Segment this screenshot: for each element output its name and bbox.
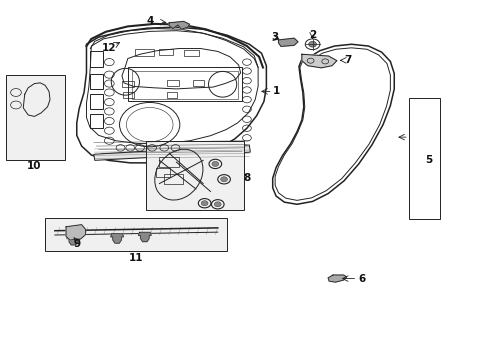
Bar <box>166 80 179 86</box>
Bar <box>127 67 242 102</box>
Bar <box>164 174 183 184</box>
Text: 6: 6 <box>358 274 365 284</box>
Text: 4: 4 <box>147 17 154 26</box>
Bar <box>193 80 203 86</box>
Bar <box>45 217 227 251</box>
Bar <box>159 157 179 167</box>
Circle shape <box>201 201 207 206</box>
Polygon shape <box>327 275 346 282</box>
Polygon shape <box>278 38 297 46</box>
Circle shape <box>214 202 221 207</box>
Bar <box>408 98 440 219</box>
Polygon shape <box>138 232 151 242</box>
Polygon shape <box>66 225 85 240</box>
Polygon shape <box>169 21 189 29</box>
Bar <box>183 50 199 56</box>
Bar <box>122 81 134 87</box>
Bar <box>135 49 153 56</box>
Polygon shape <box>301 54 336 68</box>
Text: 2: 2 <box>308 30 316 40</box>
Bar <box>90 94 103 109</box>
Circle shape <box>308 41 316 47</box>
Bar <box>122 93 133 98</box>
Text: 10: 10 <box>27 161 41 171</box>
Bar <box>90 51 103 67</box>
Bar <box>166 93 177 98</box>
Polygon shape <box>94 145 250 160</box>
Text: 5: 5 <box>425 156 432 165</box>
Bar <box>6 75 64 160</box>
Text: 9: 9 <box>73 239 80 249</box>
Circle shape <box>211 161 218 166</box>
Bar <box>146 141 243 210</box>
Text: 8: 8 <box>243 173 250 183</box>
Circle shape <box>220 177 227 182</box>
Text: 1: 1 <box>272 86 279 96</box>
Polygon shape <box>67 235 80 245</box>
Bar <box>90 74 103 89</box>
Bar <box>156 168 169 177</box>
Bar <box>90 114 103 128</box>
Text: 3: 3 <box>270 32 278 42</box>
Text: 7: 7 <box>343 55 350 65</box>
Bar <box>159 49 173 55</box>
Bar <box>131 71 237 99</box>
Text: 11: 11 <box>129 253 143 263</box>
Text: 12: 12 <box>102 43 116 53</box>
Polygon shape <box>110 234 123 243</box>
